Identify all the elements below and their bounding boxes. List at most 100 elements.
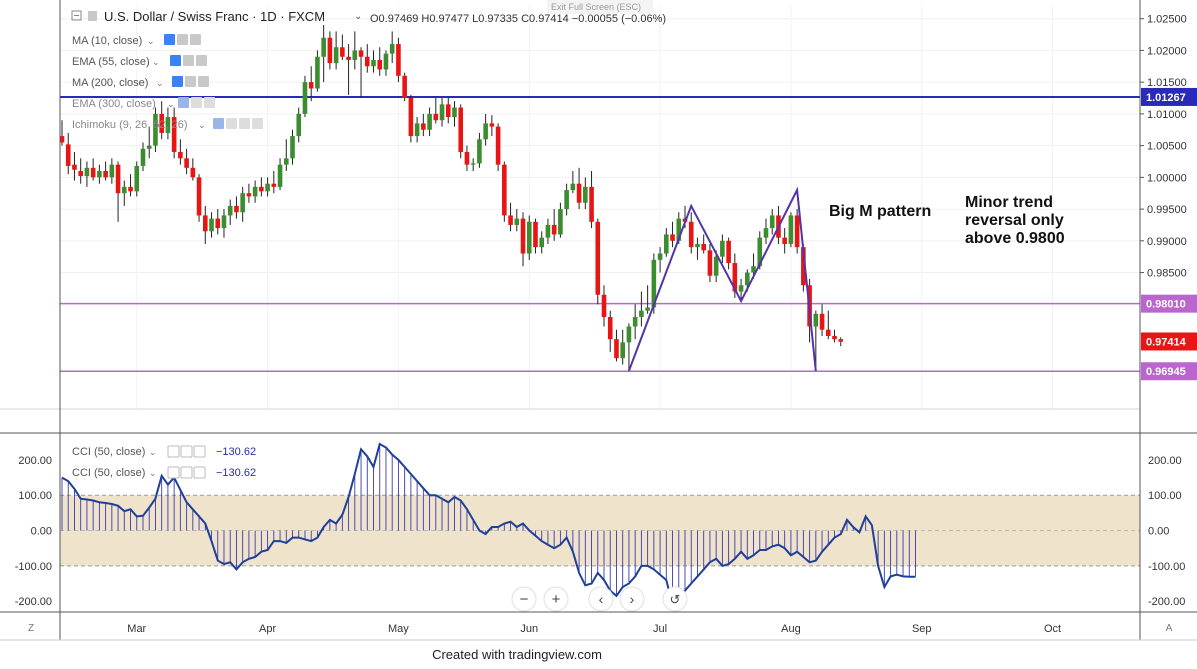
candle[interactable] [695,243,700,248]
close-icon[interactable] [190,34,201,45]
candle[interactable] [825,329,831,337]
candle[interactable] [90,167,96,178]
candle[interactable] [601,294,607,317]
candle[interactable] [227,205,233,216]
m-pattern-drawing[interactable] [627,186,817,372]
settings-icon[interactable] [191,97,202,108]
candle[interactable] [738,285,744,292]
close-icon[interactable] [193,466,206,479]
candle[interactable] [508,215,513,225]
candle[interactable] [78,171,83,177]
cci-right-axis[interactable]: 200.00 100.00 0.00 -100.00 -200.00 [1148,455,1185,608]
indicator-buttons[interactable] [164,34,263,129]
candle[interactable] [801,247,806,286]
candle[interactable] [707,250,713,276]
cci-buttons[interactable] [167,445,206,479]
annotation-reversal-2[interactable]: reversal only [965,212,1064,229]
candle[interactable] [240,193,245,213]
candle[interactable] [688,221,694,248]
candle[interactable] [620,342,625,359]
candle[interactable] [794,215,800,248]
candle[interactable] [246,193,252,197]
candle[interactable] [514,218,520,225]
candle[interactable] [701,243,706,251]
candle[interactable] [757,237,763,267]
candle[interactable] [302,82,308,114]
settings-icon[interactable] [183,55,194,66]
candle[interactable] [626,326,632,343]
scroll-left-button[interactable] [588,586,614,612]
settings-icon[interactable] [177,34,188,45]
candle[interactable] [265,183,270,192]
indicator-ma200[interactable]: MA (200, close) [72,77,148,89]
time-axis[interactable]: Mar Apr May Jun Jul Aug Sep Oct [127,623,1061,635]
candle[interactable] [159,113,164,133]
candle[interactable] [421,123,426,130]
candle[interactable] [296,113,302,137]
candle[interactable] [59,136,65,143]
candle[interactable] [570,183,576,191]
candle[interactable] [483,123,488,140]
zoom-out-button[interactable] [511,586,537,612]
chevron-down-icon[interactable]: ⌄ [149,447,157,457]
chevron-down-icon[interactable]: ⌄ [354,11,362,22]
candle[interactable] [632,316,638,327]
candle[interactable] [321,37,326,57]
candle[interactable] [252,186,258,197]
candle[interactable] [645,307,650,311]
candle[interactable] [364,56,370,67]
candle[interactable] [196,177,202,216]
candle[interactable] [670,234,675,241]
candle[interactable] [402,75,407,99]
cci-indicator[interactable] [61,442,916,607]
close-icon[interactable] [252,118,263,129]
chevron-down-icon[interactable]: ⌄ [167,99,175,109]
candle[interactable] [327,37,333,64]
candle[interactable] [358,50,364,57]
candle[interactable] [221,215,227,229]
candle[interactable] [732,263,738,292]
visibility-icon[interactable] [170,55,181,66]
visibility-icon[interactable] [213,118,224,129]
candle[interactable] [520,218,526,254]
cci-line[interactable] [61,442,916,607]
candle[interactable] [171,117,177,152]
candle[interactable] [377,59,383,70]
candle[interactable] [751,266,756,273]
settings-icon[interactable] [180,466,193,479]
settings-icon[interactable] [180,445,193,458]
close-icon[interactable] [196,55,207,66]
candle[interactable] [190,167,196,178]
candle[interactable] [414,123,420,137]
chevron-down-icon[interactable]: ⌄ [147,36,155,46]
candle[interactable] [209,218,214,232]
candle[interactable] [389,44,395,54]
indicator-ichimoku[interactable]: Ichimoku (9, 26, 52, 26) [72,119,188,131]
candle[interactable] [408,98,414,137]
candle[interactable] [122,186,127,194]
candle[interactable] [495,126,501,165]
candle[interactable] [470,163,476,165]
cci-label-1[interactable]: CCI (50, close) [72,446,145,458]
candle[interactable] [433,113,439,121]
candle[interactable] [65,144,71,166]
close-icon[interactable] [198,76,209,87]
settings-icon[interactable] [226,118,237,129]
candle[interactable] [84,167,90,177]
candle[interactable] [769,215,775,229]
collapse-icon[interactable] [71,10,82,21]
candle[interactable] [290,136,295,159]
candle[interactable] [657,253,663,260]
visibility-icon[interactable] [172,76,183,87]
chevron-down-icon[interactable]: ⌄ [149,468,157,478]
candle[interactable] [72,164,77,170]
candle[interactable] [782,237,787,244]
chevron-down-icon[interactable]: ⌄ [152,57,160,67]
candle[interactable] [664,234,669,254]
candle[interactable] [371,59,376,67]
exit-full-screen[interactable]: Exit Full Screen (ESC) [551,2,641,12]
candle[interactable] [178,151,183,159]
candle[interactable] [726,240,731,264]
candle[interactable] [153,113,158,146]
